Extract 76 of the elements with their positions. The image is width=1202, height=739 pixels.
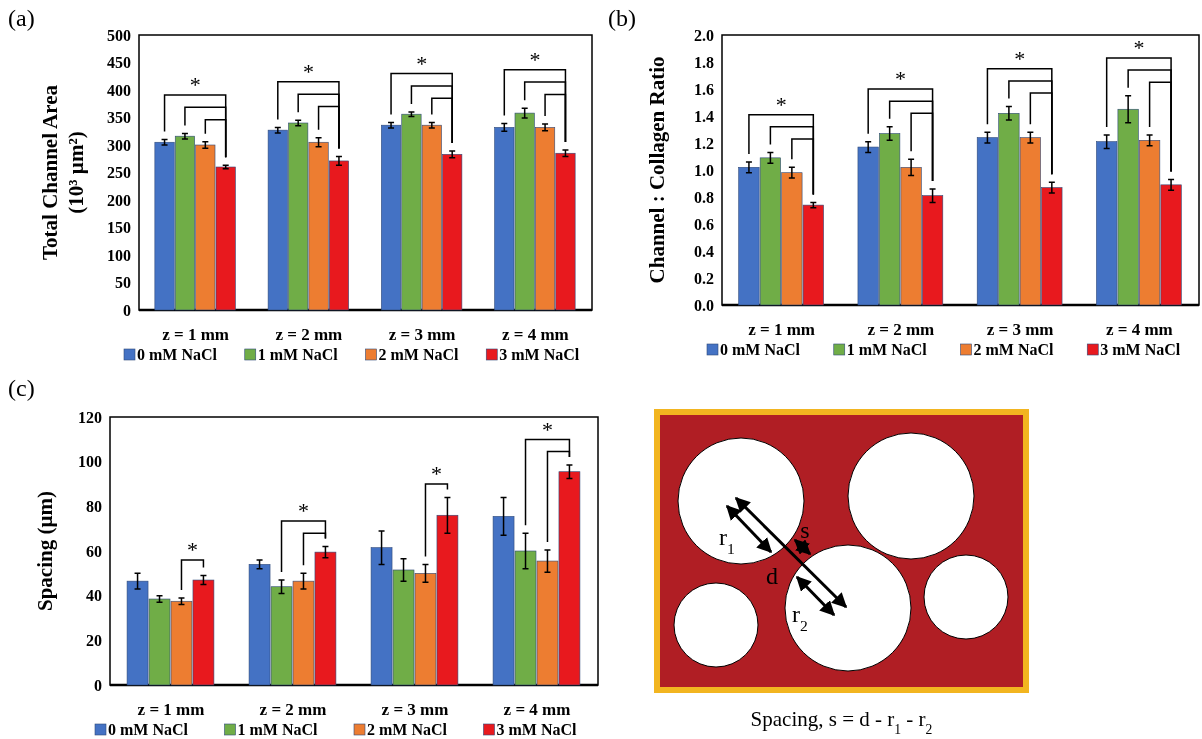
x-tick-label: z = 1 mm — [137, 700, 205, 720]
text: r$_{1}$ — [719, 524, 735, 557]
x-tick-label: z = 4 mm — [503, 700, 571, 720]
y-tick-label: 120 — [78, 408, 102, 426]
y-axis-title: Total Channel Area (10³ µm²) — [38, 84, 88, 261]
y-axis-title: Channel : Collagen Ratio — [645, 56, 669, 284]
x-tick-label: z = 1 mm — [748, 320, 816, 340]
y-tick-label: 0.2 — [694, 269, 714, 287]
y-tick-label: 100 — [78, 453, 102, 471]
annotation: * — [302, 58, 314, 84]
legend-label: 3 mM NaCl — [499, 346, 580, 363]
legend-label: 1 mM NaCl — [237, 721, 319, 738]
y-tick-label: 1.8 — [694, 53, 714, 71]
y-tick-label: 0.4 — [694, 242, 714, 260]
y-tick-label: 0 — [123, 301, 131, 319]
annotation: * — [1133, 34, 1145, 60]
legend-label: 0 mM NaCl — [720, 341, 801, 358]
y-tick-label: 250 — [107, 164, 131, 182]
annotation: * — [297, 498, 309, 524]
annotation: * — [541, 416, 553, 442]
x-tick-label: z = 4 mm — [501, 325, 569, 345]
y-tick-label: 450 — [107, 54, 131, 72]
annotation: * — [186, 536, 198, 562]
x-tick-label: z = 1 mm — [162, 325, 230, 345]
text: Spacing, s = d - r$_{1}$ - r$_{2}$ — [750, 707, 933, 737]
annotation: * — [430, 461, 442, 486]
y-tick-label: 200 — [107, 191, 131, 209]
y-tick-label: 50 — [115, 274, 131, 292]
y-tick-label: 400 — [107, 81, 131, 99]
annotation: * — [529, 46, 541, 72]
annotation: * — [775, 91, 787, 117]
x-tick-label: z = 3 mm — [986, 320, 1054, 340]
x-tick-label: z = 2 mm — [259, 700, 327, 720]
y-tick-label: 0.6 — [694, 215, 714, 233]
chart-title: (b) — [608, 5, 636, 31]
y-tick-label: 0 — [94, 676, 102, 694]
legend-label: 1 mM NaCl — [846, 341, 928, 358]
text: d — [766, 563, 778, 589]
y-tick-label: 150 — [107, 219, 131, 237]
y-tick-label: 350 — [107, 109, 131, 127]
y-tick-label: 1.2 — [694, 134, 714, 152]
y-tick-label: 1.0 — [694, 161, 714, 179]
annotation: * — [1014, 45, 1026, 71]
y-tick-label: 2.0 — [694, 26, 714, 44]
chart-title: (c) — [8, 375, 35, 401]
y-tick-label: 100 — [107, 246, 131, 264]
legend-label: 0 mM NaCl — [137, 346, 218, 363]
y-axis-title: Spacing (µm) — [33, 490, 57, 612]
y-tick-label: 1.4 — [694, 107, 714, 125]
y-tick-label: 300 — [107, 136, 131, 154]
annotation: * — [416, 50, 428, 76]
x-tick-label: z = 3 mm — [388, 325, 456, 345]
annotation: * — [894, 66, 906, 91]
legend-label: 2 mM NaCl — [973, 341, 1055, 358]
x-tick-label: z = 4 mm — [1105, 320, 1173, 340]
legend-label: 2 mM NaCl — [378, 346, 460, 363]
legend-label: 1 mM NaCl — [257, 346, 339, 363]
y-tick-label: 0.0 — [694, 296, 714, 314]
y-tick-label: 80 — [86, 497, 102, 515]
y-tick-label: 1.6 — [694, 80, 714, 98]
text: r$_{2}$ — [792, 601, 808, 634]
x-tick-label: z = 2 mm — [867, 320, 935, 340]
text: s — [800, 517, 810, 543]
legend-label: 2 mM NaCl — [367, 721, 448, 738]
y-tick-label: 60 — [86, 542, 102, 560]
y-tick-label: 500 — [107, 26, 131, 44]
legend-label: 0 mM NaCl — [108, 721, 189, 738]
y-tick-label: 20 — [86, 631, 102, 649]
legend-label: 3 mM NaCl — [496, 721, 578, 738]
x-tick-label: z = 2 mm — [275, 325, 343, 345]
x-tick-label: z = 3 mm — [381, 700, 449, 720]
chart-title: (a) — [8, 5, 35, 31]
annotation: * — [189, 71, 201, 97]
legend-label: 3 mM NaCl — [1100, 341, 1181, 358]
y-tick-label: 40 — [86, 587, 102, 605]
y-tick-label: 0.8 — [694, 188, 714, 206]
